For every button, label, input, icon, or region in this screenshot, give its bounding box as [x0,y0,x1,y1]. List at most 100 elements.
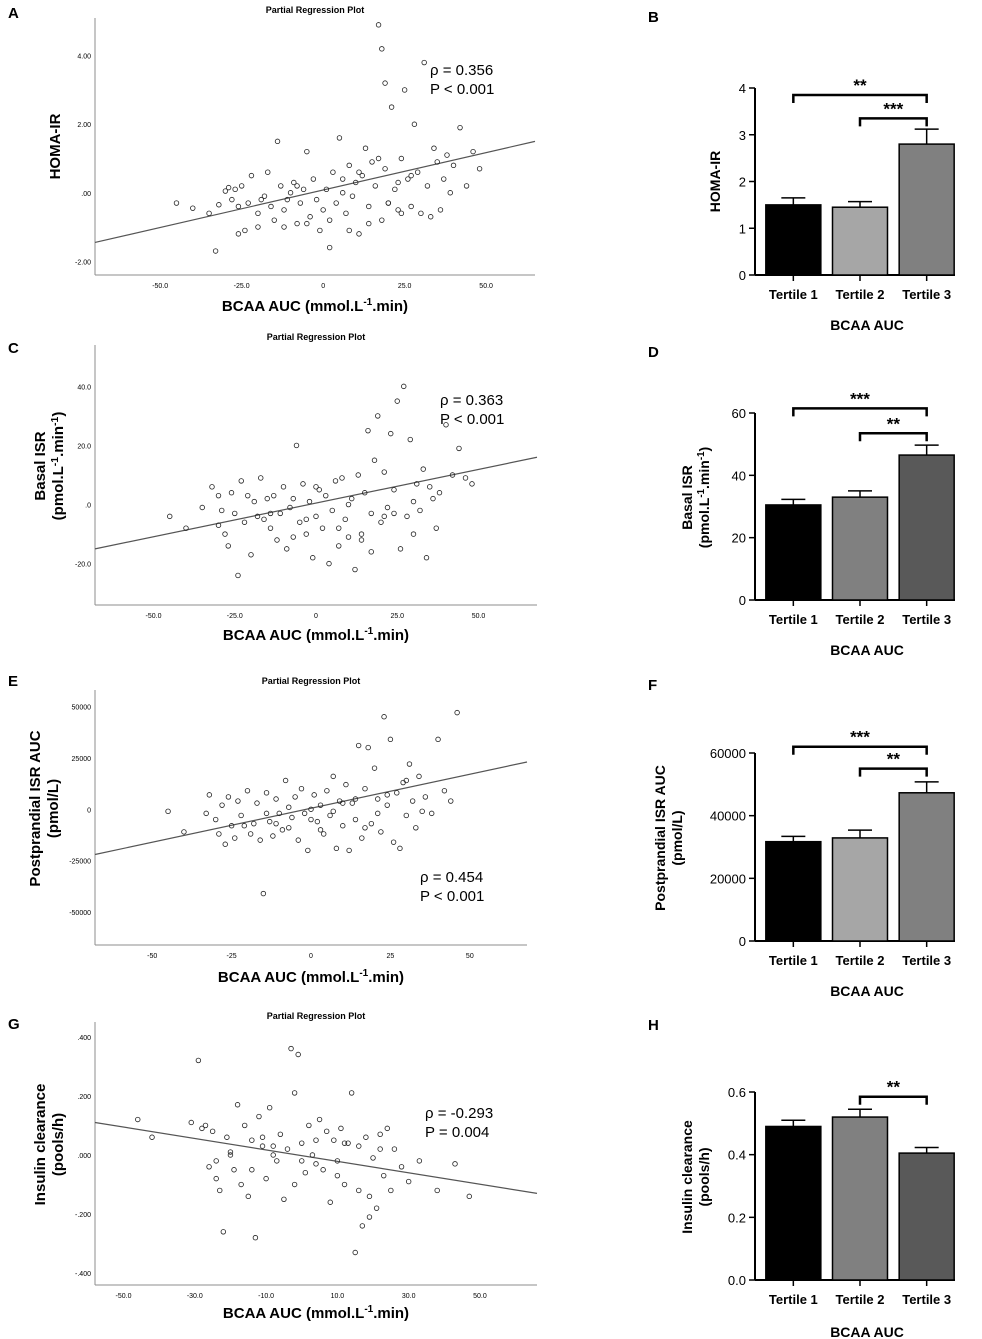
data-point [311,792,317,798]
data-point [299,1158,305,1164]
data-point [362,825,368,831]
data-point [417,507,423,514]
regression-line [94,1121,538,1194]
data-point [443,422,449,428]
data-point [298,786,305,792]
data-point [300,481,306,487]
data-point [414,481,420,487]
p-annotation: P < 0.001 [430,81,494,98]
data-point [274,138,281,145]
data-point [173,200,180,206]
data-point [352,1249,358,1256]
data-point [297,200,304,206]
data-point [301,810,308,817]
data-point [410,531,417,537]
x-tick-label: Tertile 3 [902,953,951,968]
data-point [345,534,352,540]
data-point [326,244,333,251]
data-point [281,1196,287,1203]
y-tick-label: -.200 [75,1212,91,1219]
y-label-line1: Postprandial ISR AUC [652,765,668,911]
data-point [330,773,336,780]
bar [898,143,955,276]
y-label-line1: Basal ISR [32,431,49,500]
data-point [238,1181,244,1188]
data-point [450,162,457,169]
rho-annotation: ρ = 0.363 [440,392,503,409]
significance-label: *** [883,99,903,118]
data-point [370,1155,376,1161]
data-point [309,1152,316,1158]
data-point [190,205,196,211]
data-point [378,519,384,525]
data-point [340,190,346,196]
y-tick-label: 2 [739,175,746,190]
data-point [368,510,374,517]
data-point [278,183,284,189]
y-label-line1: Basal ISR [679,465,695,530]
data-point [371,765,378,771]
data-point [420,466,426,472]
data-point [362,490,368,496]
data-point [247,831,254,837]
y-tick-label: 20000 [710,871,746,886]
panel-letter: E [8,673,18,690]
data-point [382,166,388,172]
data-point [466,1193,472,1200]
y-tick-label: 25000 [72,756,92,763]
data-point [251,498,257,505]
y-label-mid: .min [50,426,67,457]
data-point [304,148,310,155]
y-tick-label: 1 [739,221,746,236]
data-point [232,186,238,193]
data-point [355,472,361,478]
bar [831,496,889,601]
data-point [274,537,280,543]
y-label-line2: (pools/h) [50,1113,67,1176]
significance-bracket [792,93,928,104]
data-point [429,810,435,817]
data-point [276,810,282,817]
x-tick-label: Tertile 1 [769,953,818,968]
y-axis-label: HOMA-IR [47,113,64,179]
data-point [202,1122,209,1129]
x-tick-label: Tertile 1 [769,287,818,302]
bar [898,792,955,942]
data-point [398,210,405,217]
data-point [345,501,352,508]
data-point [227,1149,234,1155]
data-point [377,1131,383,1137]
data-point [209,484,215,490]
data-point [323,186,330,193]
data-point [352,816,359,823]
data-point [313,1161,319,1167]
data-point [288,1045,294,1052]
data-point [404,513,410,520]
data-point [254,513,261,520]
y-axis-label: Postprandial ISR AUC(pmol/L) [652,765,685,911]
data-point [271,492,277,499]
y-tick-label: .0 [85,503,91,510]
data-point [273,820,279,827]
data-point [330,808,336,815]
data-point [224,1134,230,1140]
data-point [270,1143,276,1149]
data-point [222,188,229,194]
data-point [306,1122,312,1129]
data-point [384,1125,390,1132]
data-point [385,200,392,206]
significance-bracket [792,745,928,755]
bar [831,206,889,276]
data-point [463,183,470,189]
data-point [295,1051,301,1058]
data-point [326,217,333,223]
data-point [353,179,359,186]
significance-label: ** [887,1078,901,1097]
x-tick-label: 50.0 [473,1293,487,1300]
data-point [401,87,408,93]
y-label-tail: ) [696,447,712,452]
y-tick-label: 0.2 [728,1210,746,1225]
panel-letter: B [648,9,659,26]
data-point [206,792,213,798]
data-point [423,555,430,561]
